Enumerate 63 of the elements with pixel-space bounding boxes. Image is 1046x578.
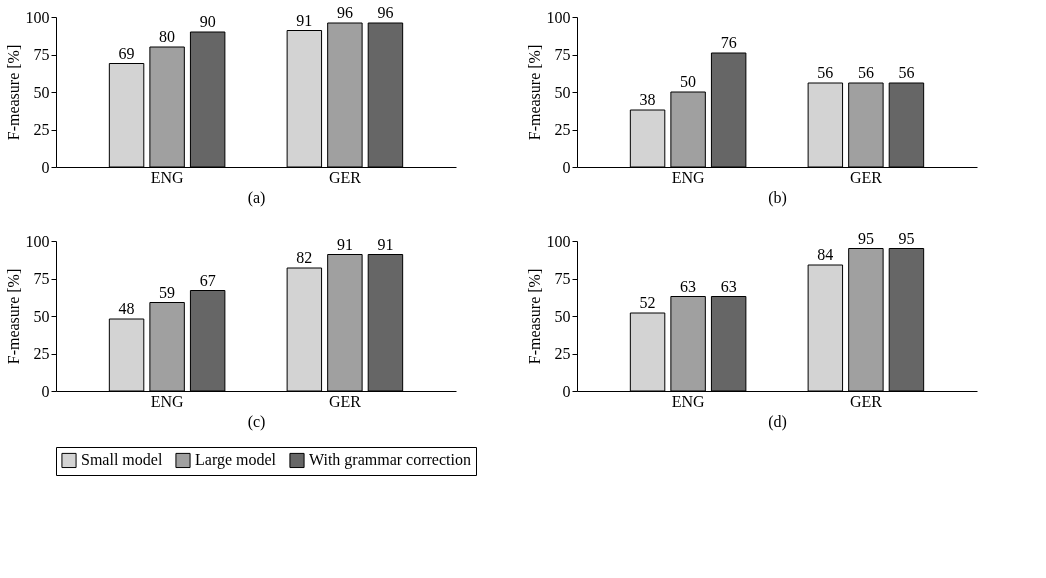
x-axis-title: (c): [247, 412, 266, 431]
data-label: 48: [118, 300, 135, 317]
x-tick-label: GER: [328, 392, 362, 410]
data-label: 63: [680, 277, 697, 295]
y-tick-label: 25: [33, 345, 50, 362]
y-tick-label: 100: [25, 8, 50, 26]
data-label: 56: [898, 64, 915, 81]
x-tick-label: ENG: [150, 168, 184, 186]
y-tick-label: 25: [554, 121, 571, 138]
data-label: 59: [159, 283, 176, 301]
data-label: 56: [857, 64, 874, 81]
y-axis-title: F-measure [%]: [525, 268, 543, 365]
x-tick-label: GER: [849, 168, 883, 186]
y-tick-label: 0: [562, 382, 571, 400]
y-axis-title: F-measure [%]: [4, 44, 22, 141]
x-tick-label: GER: [849, 392, 883, 410]
x-axis-title: (b): [768, 188, 787, 207]
y-axis-title: F-measure [%]: [4, 268, 22, 365]
y-tick-label: 25: [33, 121, 50, 138]
x-tick-label: GER: [328, 168, 362, 186]
data-label: 69: [118, 44, 135, 62]
x-axis-title: (d): [768, 412, 787, 431]
y-tick-label: 0: [41, 382, 50, 400]
data-label: 63: [720, 277, 737, 295]
y-tick-label: 50: [554, 83, 571, 101]
data-label: 80: [159, 28, 176, 45]
y-tick-label: 50: [554, 307, 571, 325]
data-label: 91: [377, 235, 394, 253]
y-tick-label: 50: [33, 83, 50, 101]
data-label: 67: [199, 271, 216, 289]
y-tick-label: 0: [41, 158, 50, 176]
x-tick-label: ENG: [671, 392, 705, 410]
y-tick-label: 100: [546, 232, 571, 250]
data-label: 91: [296, 11, 313, 29]
data-label: 52: [639, 294, 656, 311]
legend-label: Small model: [81, 451, 163, 469]
data-label: 96: [377, 4, 394, 21]
y-tick-label: 0: [562, 158, 571, 176]
data-label: 96: [336, 4, 353, 21]
y-tick-label: 50: [33, 307, 50, 325]
data-label: 76: [720, 34, 737, 51]
y-axis-title: F-measure [%]: [525, 44, 543, 141]
x-tick-label: ENG: [671, 168, 705, 186]
y-tick-label: 75: [33, 46, 50, 63]
legend-label: Large model: [195, 451, 277, 470]
y-tick-label: 75: [554, 270, 571, 287]
legend-label: With grammar correction: [309, 451, 471, 470]
y-tick-label: 25: [554, 345, 571, 362]
y-tick-label: 75: [33, 270, 50, 287]
data-label: 91: [336, 235, 353, 253]
data-label: 38: [639, 91, 656, 108]
x-tick-label: ENG: [150, 392, 184, 410]
y-tick-label: 75: [554, 46, 571, 63]
y-tick-label: 100: [25, 232, 50, 250]
data-label: 95: [898, 229, 915, 247]
data-label: 90: [199, 13, 216, 30]
y-tick-label: 100: [546, 8, 571, 26]
data-label: 95: [857, 229, 874, 247]
data-label: 82: [296, 249, 313, 266]
data-label: 56: [817, 64, 834, 81]
data-label: 84: [817, 246, 834, 263]
x-axis-title: (a): [247, 188, 266, 207]
data-label: 50: [680, 73, 697, 90]
